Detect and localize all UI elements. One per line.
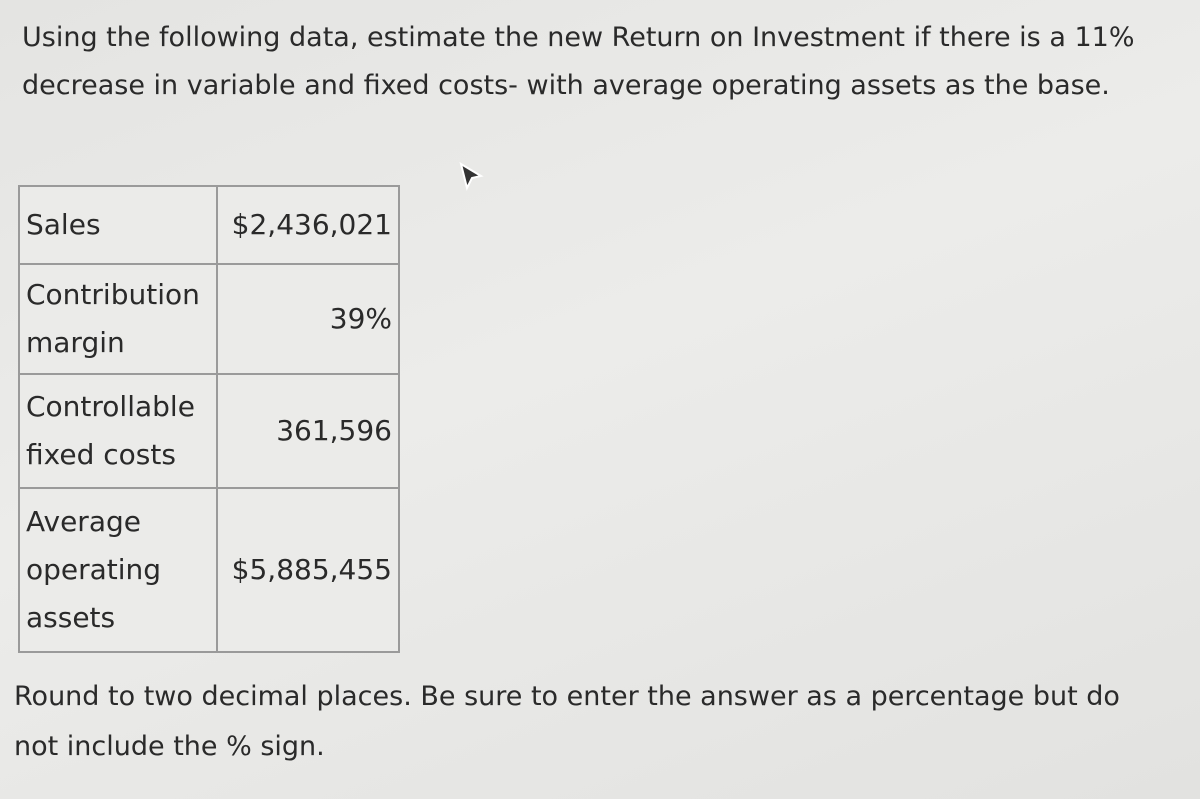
row-label: Average operating assets — [18, 487, 218, 653]
table-row: Average operating assets $5,885,455 — [18, 487, 400, 653]
table-row: Contribution margin 39% — [18, 263, 400, 375]
data-table: Sales $2,436,021 Contribution margin 39%… — [18, 185, 400, 653]
instructions-text: Round to two decimal places. Be sure to … — [14, 681, 1120, 762]
row-value: 361,596 — [216, 373, 400, 489]
row-value: 39% — [216, 263, 400, 375]
question-text: Using the following data, estimate the n… — [22, 22, 1135, 101]
table-row: Sales $2,436,021 — [18, 185, 400, 265]
row-label: Controllable fixed costs — [18, 373, 218, 489]
row-label: Contribution margin — [18, 263, 218, 375]
table-row: Controllable fixed costs 361,596 — [18, 373, 400, 489]
row-value: $2,436,021 — [216, 185, 400, 265]
row-value: $5,885,455 — [216, 487, 400, 653]
row-label: Sales — [18, 185, 218, 265]
mouse-cursor — [459, 161, 484, 191]
